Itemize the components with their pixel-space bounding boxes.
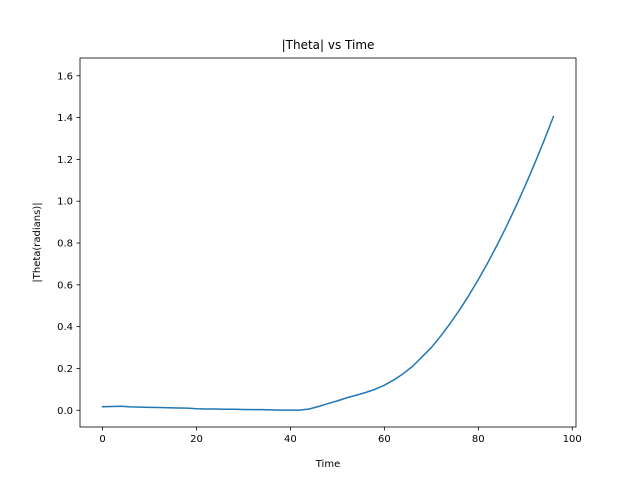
- y-tick-label: 1.6: [57, 71, 73, 82]
- y-tick-label: 0.6: [57, 280, 73, 291]
- y-tick-label: 1.0: [57, 197, 73, 208]
- y-tick-label: 0.0: [57, 406, 73, 417]
- plot-area: [101, 115, 555, 411]
- x-axis: 0 20 40 60 80 100: [99, 427, 582, 445]
- x-axis-label: Time: [315, 459, 340, 470]
- x-tick-label: 20: [190, 434, 203, 445]
- x-tick-label: 40: [284, 434, 297, 445]
- chart-title: |Theta| vs Time: [282, 38, 375, 52]
- y-axis-label: |Theta(radians)|: [32, 202, 43, 282]
- x-tick-label: 60: [378, 434, 391, 445]
- y-tick-label: 0.8: [57, 239, 73, 250]
- series-line-0: [101, 115, 555, 411]
- x-tick-label: 80: [472, 434, 485, 445]
- x-tick-label: 0: [99, 434, 105, 445]
- y-axis: 0.0 0.2 0.4 0.6 0.8 1.0 1.2 1.4 1.6: [57, 71, 80, 417]
- axes-frame: [79, 57, 577, 428]
- y-tick-label: 0.2: [57, 364, 73, 375]
- y-tick-label: 1.2: [57, 155, 73, 166]
- y-tick-label: 0.4: [57, 322, 73, 333]
- y-tick-label: 1.4: [57, 113, 73, 124]
- x-tick-label: 100: [563, 434, 582, 445]
